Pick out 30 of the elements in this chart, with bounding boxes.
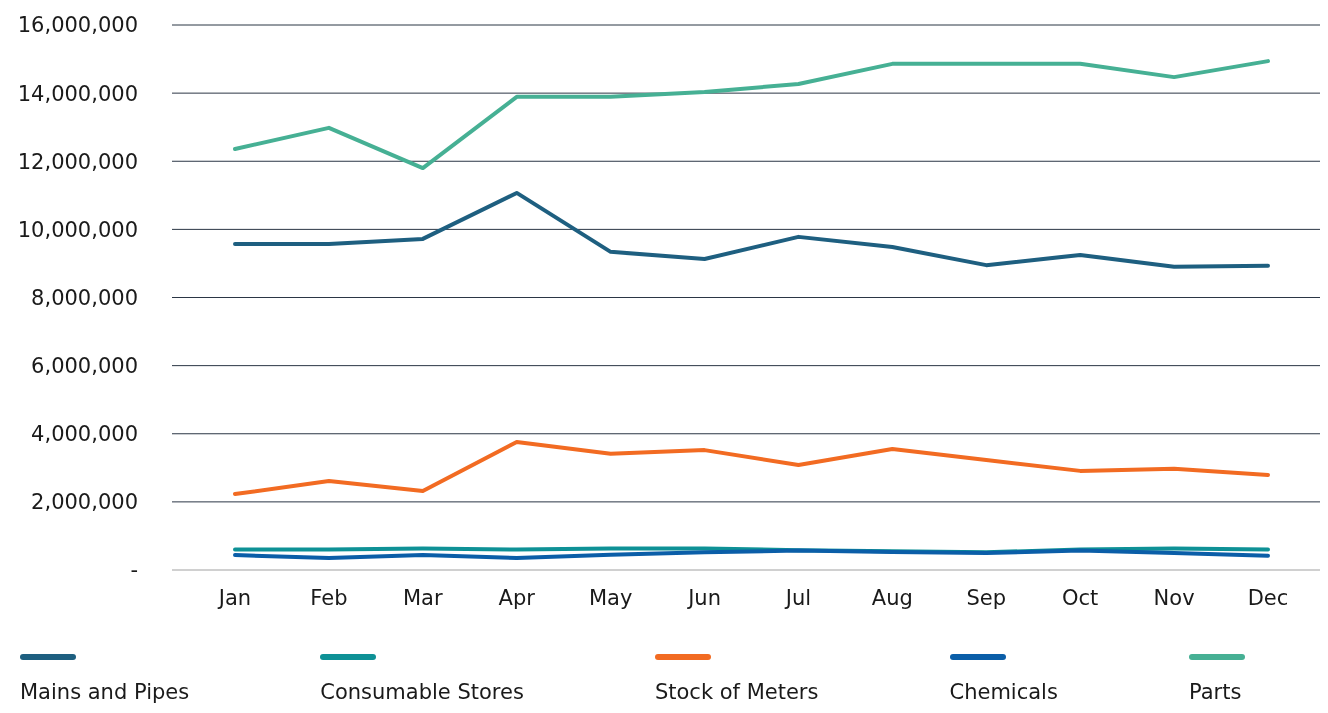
x-tick-label: Jun xyxy=(686,585,721,610)
x-tick-label: Oct xyxy=(1062,585,1099,610)
x-tick-label: Jan xyxy=(216,585,252,610)
legend-label: Consumable Stores xyxy=(320,680,524,705)
line-series xyxy=(233,190,1270,269)
x-tick-label: Feb xyxy=(310,585,348,610)
legend-label: Parts xyxy=(1188,680,1242,705)
x-tick-label: Nov xyxy=(1153,585,1195,610)
y-tick-label: 16,000,000 xyxy=(17,13,138,38)
line-series xyxy=(233,548,1270,561)
x-tick-label: Aug xyxy=(871,585,913,610)
y-tick-label: 10,000,000 xyxy=(17,217,138,242)
y-tick-label: 6,000,000 xyxy=(31,354,138,379)
legend-label: Mains and Pipes xyxy=(20,680,190,705)
y-tick-label: 8,000,000 xyxy=(31,285,138,310)
legend-label: Chemicals xyxy=(949,680,1058,705)
y-tick-label: 12,000,000 xyxy=(17,149,138,174)
x-tick-label: May xyxy=(588,585,633,610)
x-tick-label: Apr xyxy=(498,585,536,610)
x-tick-label: Mar xyxy=(403,585,443,610)
line-series xyxy=(233,59,1270,171)
y-tick-label: - xyxy=(130,558,138,583)
y-tick-label: 4,000,000 xyxy=(31,422,138,447)
legend-label: Stock of Meters xyxy=(654,680,819,705)
x-tick-label: Dec xyxy=(1247,585,1289,610)
y-tick-label: 14,000,000 xyxy=(17,81,138,106)
y-tick-label: 2,000,000 xyxy=(31,490,138,515)
x-tick-label: Sep xyxy=(966,585,1007,610)
line-series xyxy=(233,439,1270,497)
x-tick-label: Jul xyxy=(783,585,812,610)
